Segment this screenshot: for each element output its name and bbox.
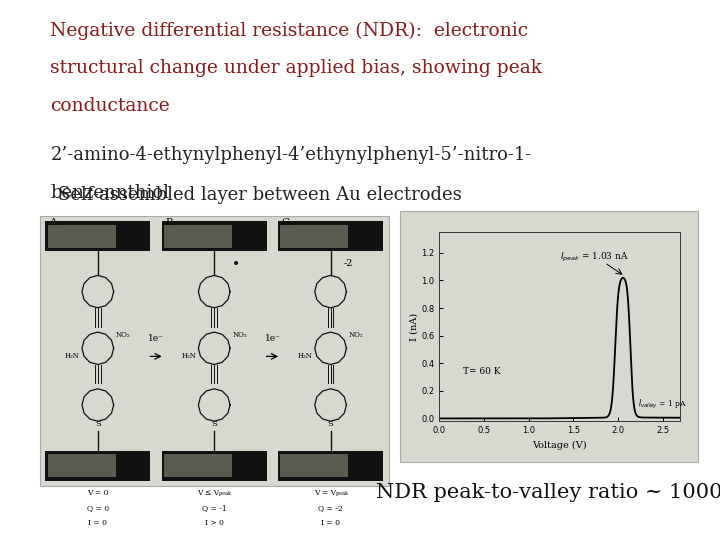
Text: benzennthiol: benzennthiol — [50, 184, 169, 201]
Bar — [162, 451, 266, 481]
Text: A: A — [49, 218, 56, 227]
Text: S: S — [328, 420, 333, 428]
Text: V ≤ Vₚₑₐₖ: V ≤ Vₚₑₐₖ — [197, 489, 231, 497]
Bar — [278, 221, 383, 251]
Bar — [280, 225, 348, 248]
Text: I = 0: I = 0 — [89, 519, 107, 527]
Text: 2’-amino-4-ethynylphenyl-4’ethynylphenyl-5’-nitro-1-: 2’-amino-4-ethynylphenyl-4’ethynylphenyl… — [50, 146, 532, 164]
Text: Negative differential resistance (NDR):  electronic: Negative differential resistance (NDR): … — [50, 22, 528, 40]
Bar — [278, 451, 383, 481]
Text: I > 0: I > 0 — [204, 519, 224, 527]
Text: 1e⁻: 1e⁻ — [148, 334, 164, 343]
Text: $I_{peak}$ = 1.03 nA: $I_{peak}$ = 1.03 nA — [560, 251, 629, 264]
Text: H₂N: H₂N — [298, 353, 312, 360]
Text: B: B — [166, 218, 173, 227]
Text: S: S — [95, 420, 101, 428]
Text: -2: -2 — [343, 259, 353, 268]
Text: Q = -2: Q = -2 — [318, 504, 343, 512]
Text: V = 0: V = 0 — [87, 489, 109, 497]
Bar — [164, 454, 232, 477]
Text: T= 60 K: T= 60 K — [464, 367, 501, 376]
Text: $I_{valley}$ = 1 pA: $I_{valley}$ = 1 pA — [639, 397, 688, 410]
Bar — [400, 211, 698, 462]
Text: NDR peak-to-valley ratio ~ 1000: NDR peak-to-valley ratio ~ 1000 — [376, 483, 720, 502]
Text: Q = -1: Q = -1 — [202, 504, 227, 512]
Text: C: C — [282, 218, 289, 227]
Text: structural change under applied bias, showing peak: structural change under applied bias, sh… — [50, 59, 542, 77]
Text: I = 0: I = 0 — [321, 519, 340, 527]
Text: V = Vₚₑₐₖ: V = Vₚₑₐₖ — [314, 489, 348, 497]
Y-axis label: I (nA): I (nA) — [409, 313, 418, 341]
Bar — [48, 454, 116, 477]
Bar — [45, 221, 150, 251]
Text: NO₂: NO₂ — [348, 331, 363, 339]
Text: conductance: conductance — [50, 97, 170, 115]
Bar — [48, 225, 116, 248]
X-axis label: Voltage (V): Voltage (V) — [533, 441, 587, 450]
Text: •: • — [232, 256, 240, 271]
Bar — [40, 216, 389, 486]
Text: Q = 0: Q = 0 — [86, 504, 109, 512]
Text: Self-assembled layer between Au electrodes: Self-assembled layer between Au electrod… — [58, 186, 462, 204]
Text: S: S — [211, 420, 217, 428]
Bar — [280, 454, 348, 477]
Text: NO₂: NO₂ — [116, 331, 130, 339]
Bar — [45, 451, 150, 481]
Bar — [162, 221, 266, 251]
Text: H₂N: H₂N — [181, 353, 196, 360]
Text: 1e⁻: 1e⁻ — [264, 334, 280, 343]
Text: H₂N: H₂N — [65, 353, 80, 360]
Text: NO₂: NO₂ — [232, 331, 247, 339]
Bar — [164, 225, 232, 248]
